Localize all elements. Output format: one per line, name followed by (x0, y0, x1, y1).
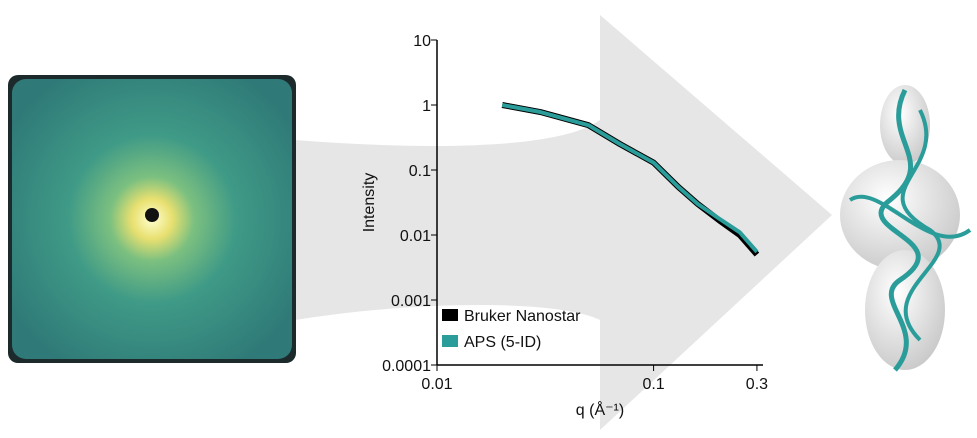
y-tick-label: 10 (413, 33, 431, 50)
beam-stop (145, 208, 159, 222)
legend-swatch (442, 335, 458, 347)
flow-arrow (295, 15, 832, 430)
y-tick-label: 0.1 (409, 163, 431, 180)
x-axis-label: q (Å⁻¹) (576, 400, 624, 419)
x-tick-label: 0.3 (746, 376, 768, 393)
y-tick-label: 0.0001 (382, 358, 431, 375)
molecule (840, 85, 972, 372)
legend-label: Bruker Nanostar (464, 308, 581, 325)
x-tick-label: 0.01 (421, 376, 452, 393)
legend-swatch (442, 309, 458, 321)
series-line (501, 103, 759, 254)
legend-label: APS (5-ID) (464, 334, 541, 351)
y-axis-label: Intensity (361, 173, 378, 233)
y-tick-label: 0.01 (400, 228, 431, 245)
y-tick-label: 1 (422, 98, 431, 115)
y-tick-label: 0.001 (391, 293, 431, 310)
x-tick-label: 0.1 (642, 376, 664, 393)
